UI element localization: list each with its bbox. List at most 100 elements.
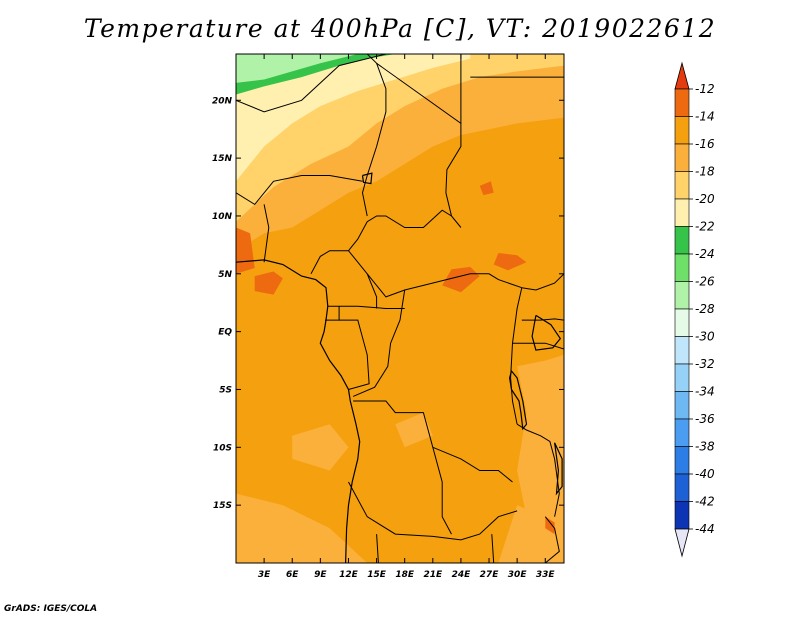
colorbar-segment-4: [674, 198, 690, 227]
colorbar-label: -42: [695, 495, 715, 509]
boundary-line-20: [521, 318, 564, 321]
lon-tick-label: 6E: [286, 570, 299, 580]
coastline-4: [361, 172, 373, 185]
temperature-region-10: [254, 271, 283, 295]
lon-tick-label: 15E: [367, 570, 387, 580]
lon-tick-label: 21E: [423, 570, 443, 580]
colorbar-segment-8: [674, 308, 690, 337]
lon-tick-label: 9E: [314, 570, 327, 580]
boundary-line-23: [491, 534, 495, 563]
colorbar-segment-0: [674, 88, 690, 117]
lat-tick-label: 10N: [212, 212, 233, 222]
colorbar-label: -44: [695, 522, 715, 536]
colorbar-segment-6: [674, 253, 690, 282]
colorbar-segment-3: [674, 171, 690, 200]
temperature-region-13: [493, 253, 527, 271]
country-boundaries: [236, 54, 564, 563]
boundary-line-9: [366, 273, 378, 309]
coastlines: [236, 172, 563, 563]
coastline-2: [531, 314, 562, 351]
lon-tick-label: 18E: [395, 570, 415, 580]
grads-credit: GrADS: IGES/COLA: [4, 604, 98, 614]
boundary-line-14: [510, 287, 523, 425]
boundary-line-16: [432, 447, 452, 535]
boundary-line-0: [236, 54, 387, 113]
colorbar-label: -34: [695, 385, 715, 399]
boundary-line-13: [352, 289, 406, 397]
colorbar-label: -28: [695, 302, 715, 316]
colorbar-label: -24: [695, 247, 715, 261]
lat-tick-label: 10S: [213, 443, 232, 453]
colorbar-segment-10: [674, 363, 690, 392]
colorbar-bottom-triangle: [674, 528, 690, 558]
boundary-line-17: [348, 481, 518, 541]
colorbar-label: -22: [695, 220, 715, 234]
colorbar-segment-13: [674, 446, 690, 475]
colorbar-label: -12: [695, 82, 715, 96]
colorbar-label: -14: [695, 110, 715, 124]
colorbar-label: -38: [695, 440, 715, 454]
boundary-line-19: [521, 273, 564, 291]
temperature-region-15: [545, 516, 555, 535]
temperature-region-8: [236, 493, 368, 563]
colorbar-label: -16: [695, 137, 715, 151]
temperature-region-7: [395, 412, 433, 448]
lat-tick-label: 20N: [212, 96, 233, 106]
coastline-1: [508, 369, 528, 431]
colorbar: -12 -14 -16 -18 -20 -22 -24 -26 -28 -30 -32 -34 -36 -…: [674, 61, 715, 558]
lat-tick-label: 15S: [213, 501, 232, 511]
colorbar-segment-9: [674, 336, 690, 365]
colorbar-label: -40: [695, 467, 715, 481]
boundary-line-22: [544, 516, 560, 563]
lon-tick-label: 12E: [339, 570, 359, 580]
lat-tick-label: EQ: [218, 328, 232, 338]
colorbar-segment-11: [674, 391, 690, 420]
coastline-3: [554, 442, 563, 496]
boundary-line-18: [516, 423, 560, 517]
colorbar-label: -20: [695, 192, 715, 206]
colorbar-segment-1: [674, 116, 690, 145]
colorbar-label: -32: [695, 357, 715, 371]
colorbar-label: -18: [695, 165, 715, 179]
coastline-0: [236, 259, 361, 563]
colorbar-label: -26: [695, 275, 715, 289]
lat-tick-label: 5S: [219, 385, 232, 395]
temperature-region-6: [292, 424, 349, 471]
colorbar-segment-15: [674, 501, 690, 530]
boundary-line-24: [376, 534, 379, 563]
temperature-region-4: [236, 54, 358, 83]
boundary-line-12: [339, 319, 370, 390]
plot-frame: [235, 53, 565, 564]
map-title: Temperature at 400hPa [C], VT: 201902261…: [83, 14, 717, 43]
colorbar-segment-5: [674, 226, 690, 255]
boundary-line-1: [361, 54, 387, 217]
temperature-regions: [236, 54, 564, 563]
lat-tick-label: 5N: [218, 270, 232, 280]
boundary-line-7: [348, 209, 452, 252]
colorbar-top-triangle: [674, 61, 690, 90]
temperature-region-2: [236, 54, 471, 182]
lon-tick-label: 30E: [508, 570, 528, 580]
lon-tick-label: 3E: [258, 570, 271, 580]
boundary-line-5: [236, 175, 363, 206]
lon-tick-label: 33E: [536, 570, 556, 580]
colorbar-segment-7: [674, 281, 690, 310]
lon-tick-label: 24E: [452, 570, 472, 580]
plot-area: [236, 54, 564, 563]
lat-tick-label: 15N: [212, 154, 233, 164]
longitude-axis: 3E 6E 9E 12E 15E 18E 21E 24E 27E 30E 33E: [258, 54, 556, 580]
boundary-line-6: [263, 204, 270, 263]
temperature-region-11: [442, 266, 480, 293]
colorbar-segment-14: [674, 473, 690, 502]
temperature-region-14: [479, 181, 494, 196]
colorbar-label: -30: [695, 330, 715, 344]
boundary-line-8: [310, 250, 522, 298]
boundary-line-10: [327, 305, 405, 309]
lon-tick-label: 27E: [480, 570, 500, 580]
colorbar-segment-12: [674, 418, 690, 447]
colorbar-label: -36: [695, 412, 715, 426]
boundary-line-21: [512, 342, 564, 350]
colorbar-segment-2: [674, 143, 690, 172]
latitude-axis: 20N 15N 10N 5N EQ 5S 10S 15S: [212, 96, 564, 511]
